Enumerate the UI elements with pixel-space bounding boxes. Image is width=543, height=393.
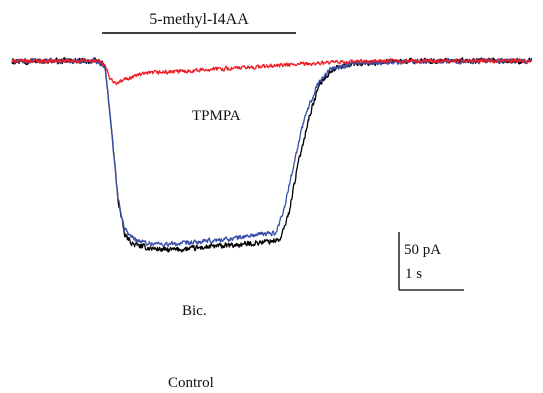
scale-bar-y-label: 50 pA bbox=[404, 242, 441, 258]
trace-control bbox=[11, 57, 533, 253]
trace-tpmpa bbox=[11, 58, 533, 86]
control-label: Control bbox=[168, 375, 214, 391]
tpmpa-label: TPMPA bbox=[192, 108, 241, 124]
drug-bar-label: 5-methyl-I4AA bbox=[149, 11, 249, 28]
trace-group bbox=[11, 57, 533, 253]
bic-label: Bic. bbox=[182, 303, 207, 319]
scale-bar-x-label: 1 s bbox=[405, 266, 422, 282]
trace-bic bbox=[11, 57, 533, 247]
